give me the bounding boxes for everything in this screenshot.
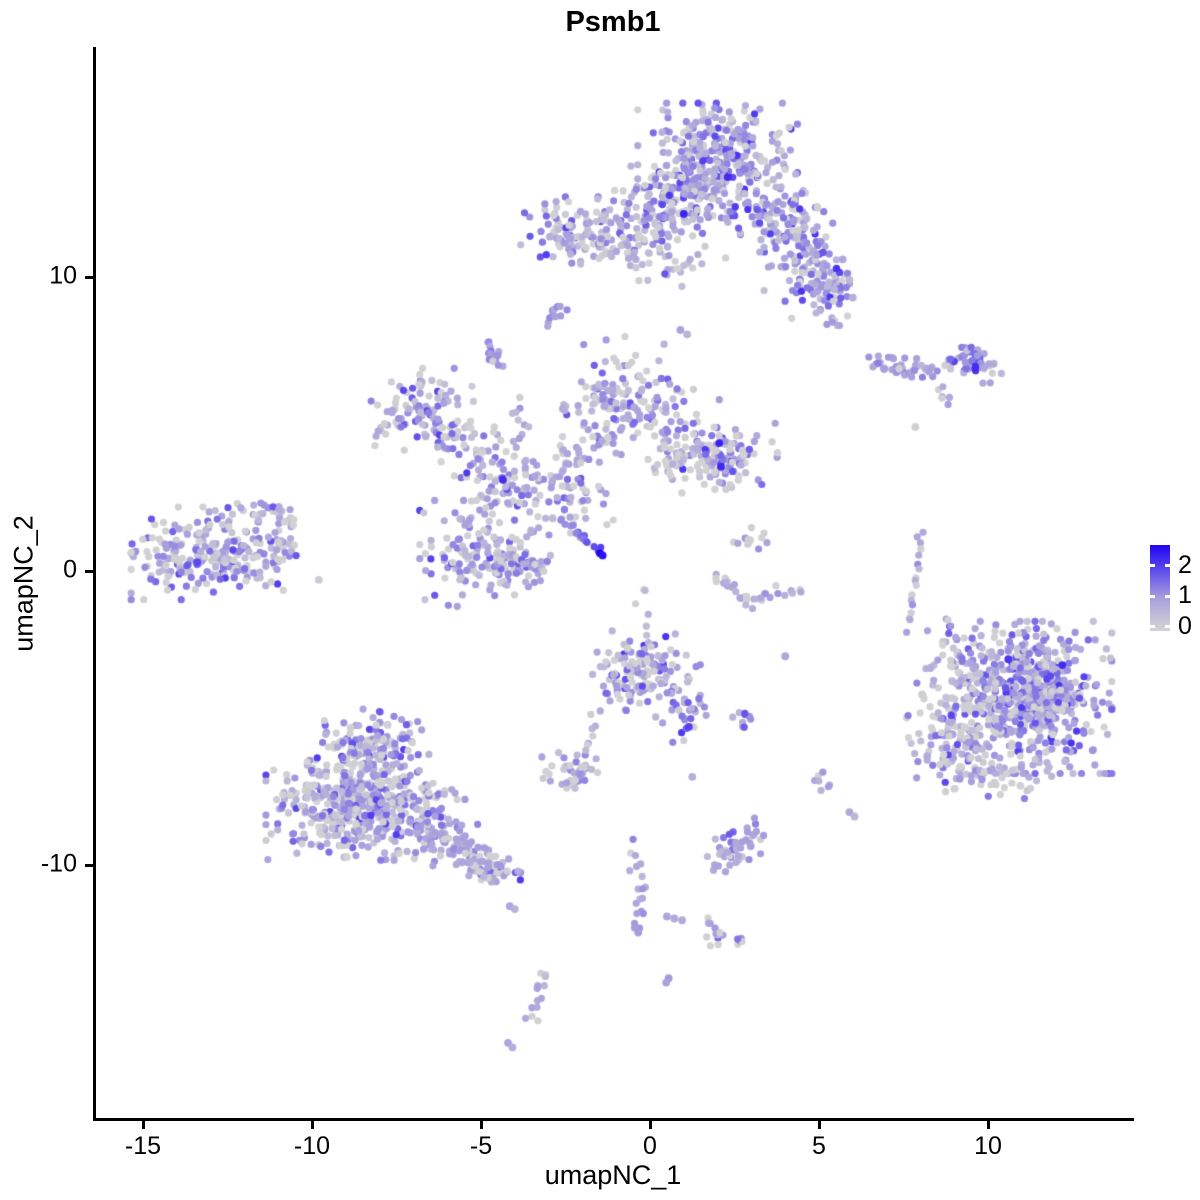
colorbar-tick-notch bbox=[1150, 594, 1155, 598]
plot-title: Psmb1 bbox=[565, 6, 661, 38]
y-tick-mark bbox=[85, 569, 93, 573]
y-tick-label: 10 bbox=[49, 261, 77, 290]
colorbar-tick-notch bbox=[1165, 594, 1170, 598]
x-tick-mark bbox=[310, 1121, 314, 1129]
colorbar-tick-label: 1 bbox=[1178, 581, 1192, 610]
x-tick-mark bbox=[479, 1121, 483, 1129]
colorbar-tick-notch bbox=[1165, 564, 1170, 568]
colorbar-tick-notch bbox=[1165, 625, 1170, 629]
plot-panel bbox=[96, 47, 1132, 1118]
x-axis-line bbox=[93, 1118, 1134, 1121]
x-tick-mark bbox=[817, 1121, 821, 1129]
x-tick-label: 0 bbox=[643, 1132, 657, 1160]
x-tick-mark bbox=[986, 1121, 990, 1129]
colorbar-gradient bbox=[1150, 545, 1170, 631]
umap-scatter-canvas bbox=[96, 47, 1132, 1118]
y-tick-mark bbox=[85, 863, 93, 867]
y-axis-line bbox=[93, 47, 96, 1121]
x-tick-mark bbox=[141, 1121, 145, 1129]
colorbar-tick-label: 2 bbox=[1178, 550, 1192, 579]
x-tick-label: 10 bbox=[974, 1132, 1002, 1160]
colorbar-tick-notch bbox=[1150, 625, 1155, 629]
colorbar-tick-notch bbox=[1150, 564, 1155, 568]
x-tick-label: 5 bbox=[812, 1132, 826, 1160]
x-tick-mark bbox=[648, 1121, 652, 1129]
y-axis-title: umapNC_2 bbox=[8, 515, 39, 652]
y-tick-label: 0 bbox=[63, 555, 77, 584]
x-tick-label: -10 bbox=[293, 1132, 331, 1160]
y-tick-mark bbox=[85, 275, 93, 279]
x-tick-label: -5 bbox=[469, 1132, 493, 1160]
y-tick-label: -10 bbox=[40, 849, 77, 878]
x-tick-label: -15 bbox=[124, 1132, 162, 1160]
colorbar-tick-label: 0 bbox=[1178, 611, 1192, 640]
x-axis-title: umapNC_1 bbox=[544, 1160, 682, 1190]
